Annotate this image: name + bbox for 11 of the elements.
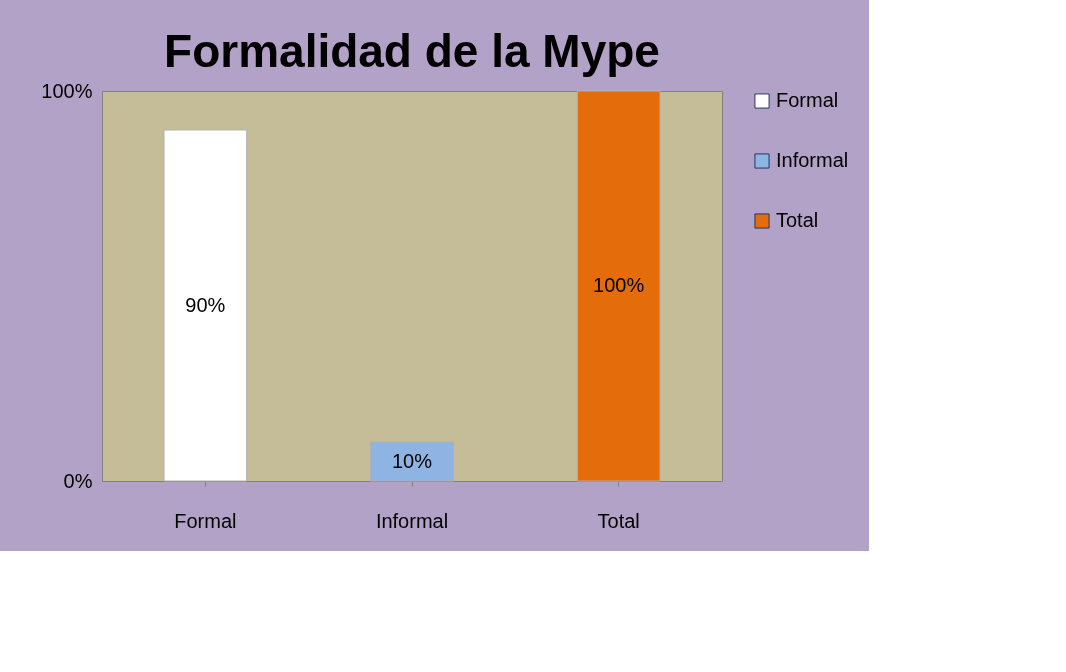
x-tick-label: Total [597,509,640,532]
legend-label: Formal [776,89,839,111]
y-tick-label: 0% [63,469,93,492]
chart-title: Formalidad de la Mype [164,25,660,77]
data-label: 100% [593,274,645,296]
data-label: 10% [391,449,433,472]
data-label: 90% [185,293,226,316]
legend-label: Informal [776,149,849,171]
legend-label: Total [776,209,819,231]
x-tick-label: Formal [174,509,237,532]
x-tick-label: Informal [375,509,449,532]
